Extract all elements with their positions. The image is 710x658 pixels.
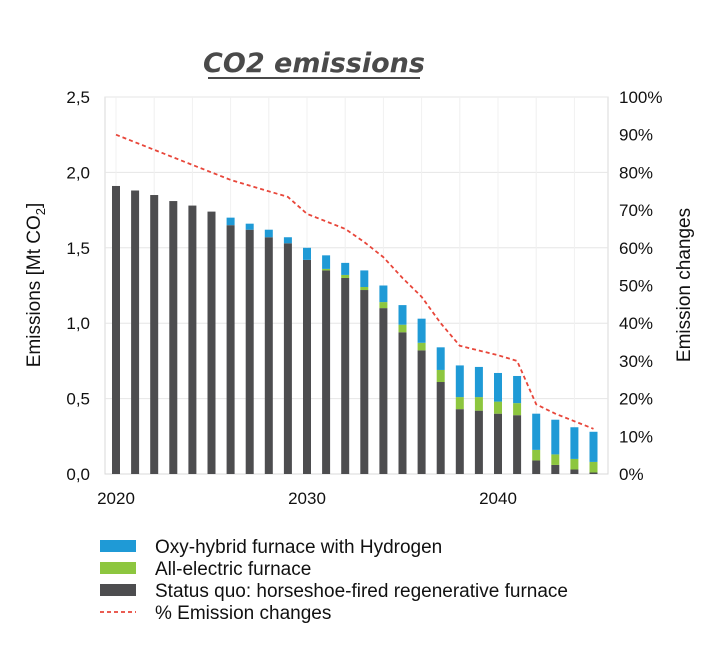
legend: Oxy-hybrid furnace with HydrogenAll-elec…	[100, 537, 568, 624]
legend-label: % Emission changes	[155, 603, 331, 624]
chart-title: CO2 emissions	[203, 48, 425, 79]
bar-segment-oxy-hybrid-2037	[436, 347, 445, 370]
bar-segment-all-electric-2042	[532, 449, 541, 461]
y-tick-right: 30%	[619, 352, 653, 371]
bar-segment-status-quo-2038	[455, 409, 464, 474]
bar-segment-status-quo-2043	[551, 464, 560, 474]
bar-segment-all-electric-2034	[379, 302, 388, 309]
bar-segment-all-electric-2031	[322, 268, 331, 271]
bars-group	[112, 185, 598, 475]
bar-segment-status-quo-2042	[532, 460, 541, 474]
y-tick-right: 0%	[619, 465, 644, 484]
y-tick-right: 10%	[619, 427, 653, 446]
bar-segment-status-quo-2031	[322, 270, 331, 474]
bar-segment-all-electric-2037	[436, 369, 445, 383]
y-tick-left: 2,5	[66, 88, 90, 107]
emission-changes-line	[115, 133, 594, 430]
y-tick-right: 40%	[619, 314, 653, 333]
bar-segment-all-electric-2033	[360, 287, 369, 291]
y-tick-right: 20%	[619, 390, 653, 409]
bar-segment-all-electric-2045	[589, 461, 598, 473]
bar-segment-status-quo-2027	[245, 229, 254, 474]
x-tick: 2040	[479, 489, 517, 508]
bar-segment-oxy-hybrid-2044	[570, 427, 579, 459]
y-tick-left: 1,0	[66, 314, 90, 333]
bar-segment-status-quo-2020	[112, 185, 120, 475]
bar-segment-status-quo-2045	[589, 472, 598, 474]
bar-segment-oxy-hybrid-2043	[551, 419, 560, 455]
bar-segment-oxy-hybrid-2040	[494, 372, 502, 402]
bar-segment-status-quo-2021	[131, 190, 140, 474]
bar-segment-oxy-hybrid-2035	[398, 305, 407, 325]
bar-segment-oxy-hybrid-2032	[341, 262, 350, 275]
bar-segment-oxy-hybrid-2045	[589, 431, 598, 462]
legend-swatch	[100, 540, 136, 552]
y-axis-left: 0,0 0,5 1,0 1,5 2,0 2,5	[66, 88, 90, 484]
legend-label: Status quo: horseshoe-fired regenerative…	[155, 581, 568, 602]
bar-segment-all-electric-2039	[474, 397, 483, 411]
x-axis: 2020 2030 2040	[97, 489, 517, 508]
bar-segment-status-quo-2036	[417, 350, 426, 474]
x-tick: 2030	[288, 489, 326, 508]
bar-segment-all-electric-2036	[417, 342, 426, 351]
bar-segment-all-electric-2043	[551, 454, 560, 465]
bar-segment-oxy-hybrid-2028	[264, 229, 273, 238]
bar-segment-status-quo-2044	[570, 469, 579, 474]
bar-segment-oxy-hybrid-2041	[513, 375, 522, 404]
legend-label: Oxy-hybrid furnace with Hydrogen	[155, 537, 442, 558]
bar-segment-status-quo-2028	[264, 237, 273, 474]
y-tick-right: 100%	[619, 88, 662, 107]
bar-segment-oxy-hybrid-2033	[360, 270, 369, 288]
legend-swatch	[100, 562, 136, 574]
y-tick-right: 70%	[619, 201, 653, 220]
bar-segment-status-quo-2032	[341, 277, 350, 474]
x-tick: 2020	[97, 489, 135, 508]
bar-segment-status-quo-2026	[226, 225, 235, 474]
bar-segment-oxy-hybrid-2039	[474, 366, 483, 398]
bar-segment-status-quo-2041	[513, 415, 522, 474]
bar-segment-status-quo-2035	[398, 332, 407, 474]
bar-segment-oxy-hybrid-2027	[245, 223, 254, 230]
y-tick-left: 0,5	[66, 390, 90, 409]
bar-segment-status-quo-2029	[283, 243, 292, 474]
bar-segment-oxy-hybrid-2030	[303, 247, 311, 260]
bar-segment-oxy-hybrid-2038	[455, 365, 464, 398]
y-tick-left: 2,0	[66, 163, 90, 182]
y-axis-right-title: Emission changes	[674, 208, 695, 362]
bar-segment-all-electric-2035	[398, 324, 407, 333]
bar-segment-status-quo-2023	[169, 201, 178, 474]
bar-segment-status-quo-2030	[303, 259, 311, 474]
bar-segment-status-quo-2025	[207, 211, 216, 474]
y-tick-left: 0,0	[66, 465, 90, 484]
bar-segment-status-quo-2040	[494, 413, 502, 474]
bar-segment-status-quo-2039	[474, 410, 483, 474]
bar-segment-status-quo-2037	[436, 382, 445, 474]
bar-segment-all-electric-2040	[494, 401, 502, 414]
y-tick-right: 50%	[619, 277, 653, 296]
bar-segment-all-electric-2038	[455, 397, 464, 410]
bar-segment-oxy-hybrid-2029	[283, 237, 292, 244]
bar-segment-status-quo-2022	[150, 195, 159, 474]
y-tick-right: 80%	[619, 163, 653, 182]
bar-segment-all-electric-2032	[341, 274, 350, 278]
y-axis-left-title: Emissions [Mt CO2]	[24, 203, 48, 368]
bar-segment-all-electric-2044	[570, 458, 579, 470]
bar-segment-status-quo-2024	[188, 205, 197, 475]
bar-segment-oxy-hybrid-2026	[226, 217, 235, 226]
bar-segment-oxy-hybrid-2036	[417, 318, 426, 343]
bar-segment-all-electric-2041	[513, 403, 522, 416]
bar-segment-oxy-hybrid-2034	[379, 285, 388, 303]
y-tick-right: 90%	[619, 126, 653, 145]
bar-segment-status-quo-2033	[360, 290, 369, 474]
bar-segment-oxy-hybrid-2031	[322, 255, 331, 269]
legend-swatch	[100, 584, 136, 596]
bar-segment-status-quo-2034	[379, 308, 388, 474]
y-tick-left: 1,5	[66, 239, 90, 258]
legend-label: All-electric furnace	[155, 559, 311, 580]
bar-segment-oxy-hybrid-2042	[532, 413, 541, 450]
y-axis-right: 0% 10% 20% 30% 40% 50% 60% 70% 80% 90% 100%	[619, 88, 662, 484]
y-tick-right: 60%	[619, 239, 653, 258]
